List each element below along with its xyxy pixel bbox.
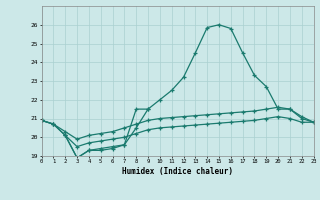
X-axis label: Humidex (Indice chaleur): Humidex (Indice chaleur) xyxy=(122,167,233,176)
